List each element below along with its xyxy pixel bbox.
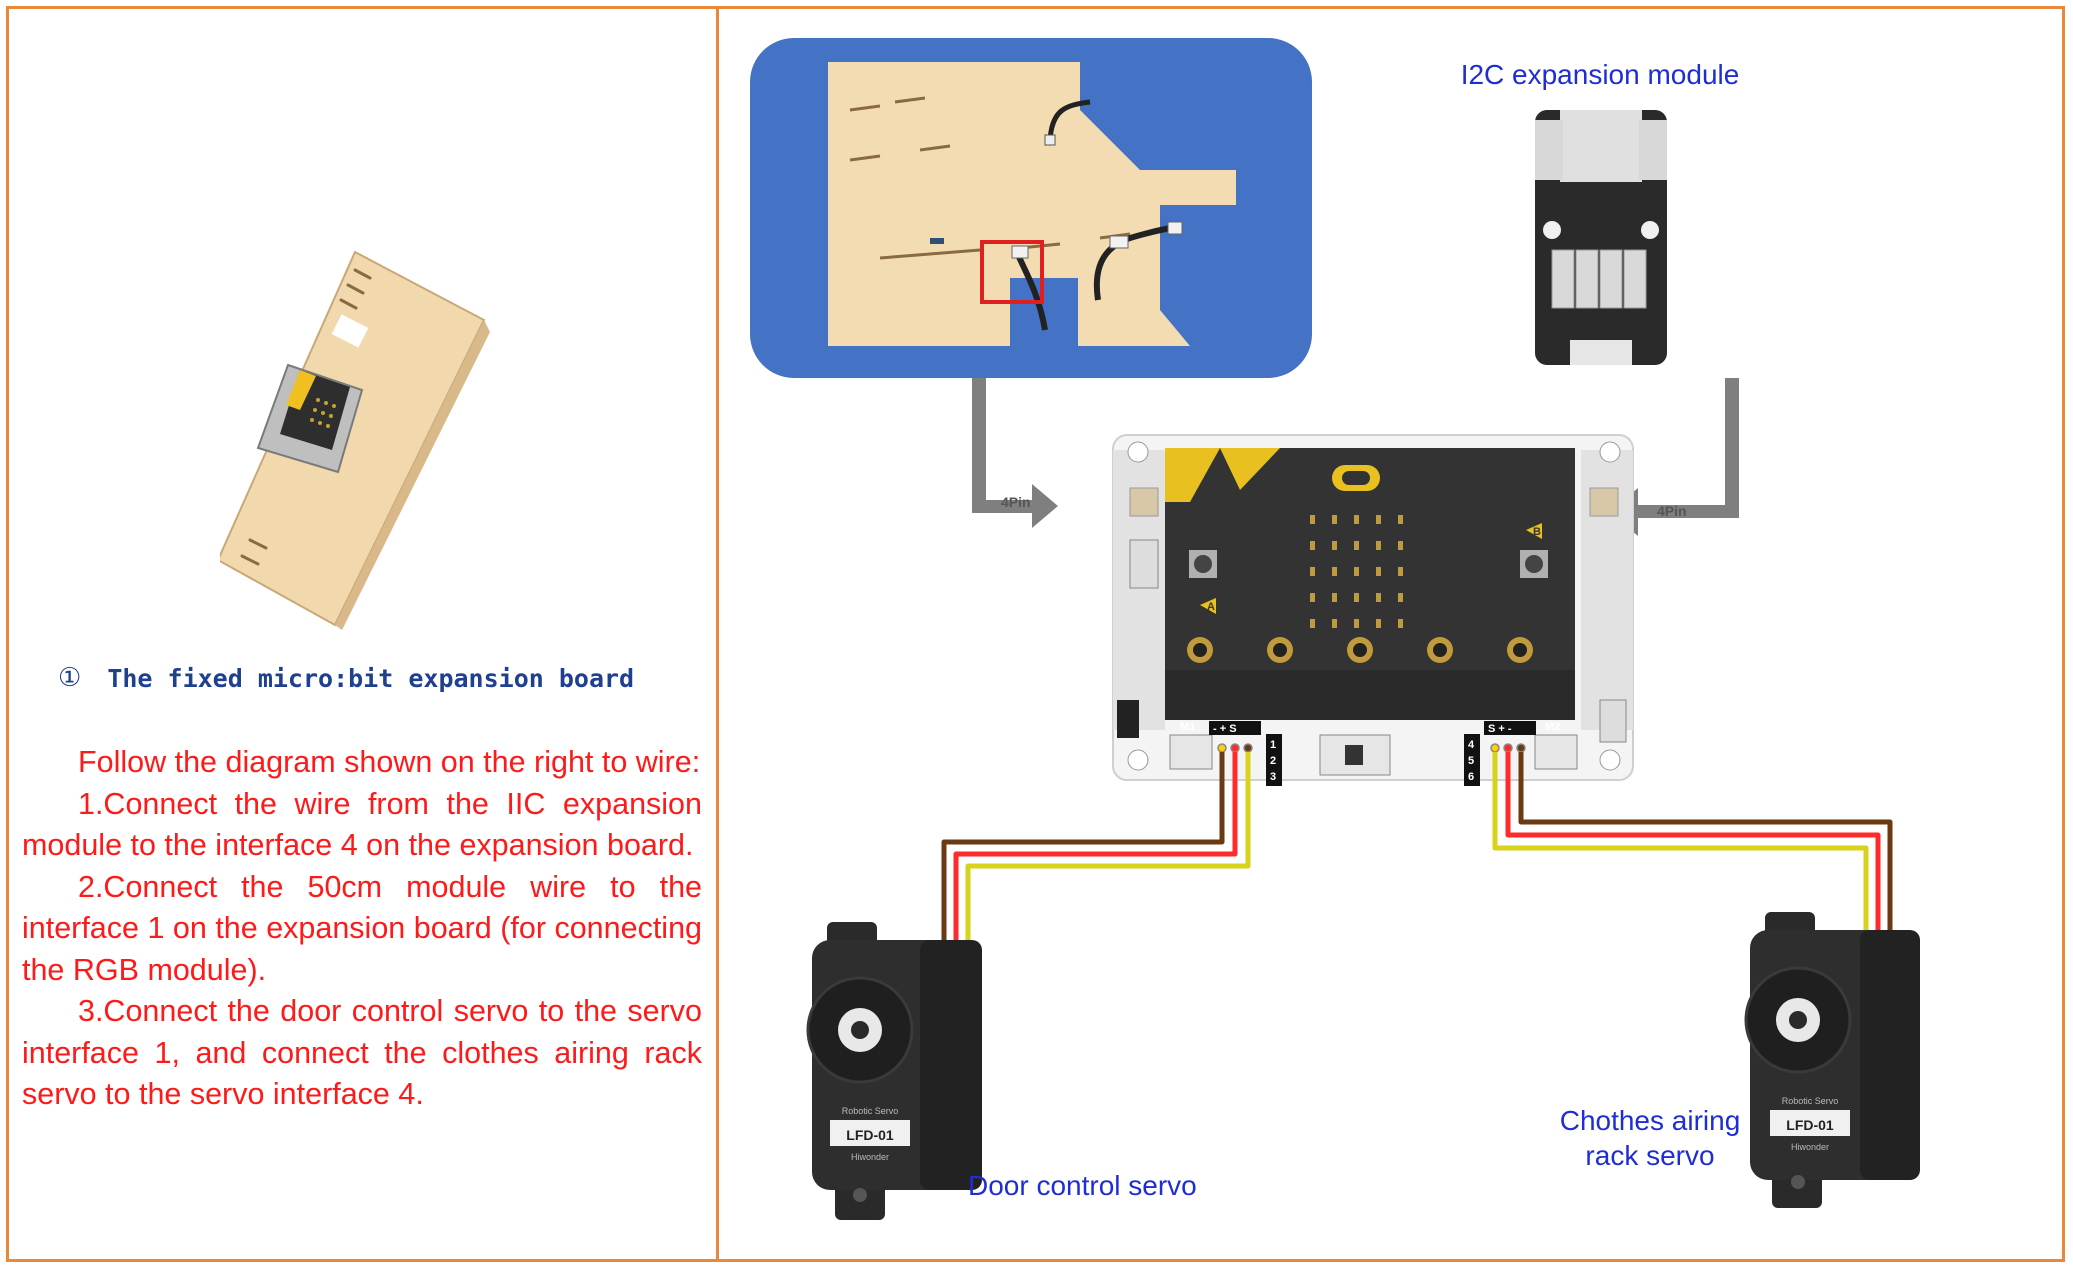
servo-brand-rack: Robotic Servo — [1782, 1096, 1839, 1106]
led-dot — [1332, 619, 1337, 628]
led-dot — [1332, 593, 1337, 602]
led-dot — [1398, 515, 1403, 524]
servo-maker-door: Hiwonder — [851, 1152, 889, 1162]
servo-model-rack: LFD-01 — [1786, 1117, 1834, 1133]
led-dot — [1310, 515, 1315, 524]
led-dot — [1354, 567, 1359, 576]
expansion-board-illustration — [220, 250, 490, 630]
led-dot — [1354, 541, 1359, 550]
led-dot — [1398, 593, 1403, 602]
led-dot — [1310, 593, 1315, 602]
pin-label-left: 4Pin — [1001, 494, 1031, 510]
led-dot — [1332, 567, 1337, 576]
led-dot — [1310, 567, 1315, 576]
door-control-servo: LFD-01 Robotic Servo Hiwonder — [806, 922, 982, 1220]
i2c-module-label: I2C expansion module — [1461, 59, 1740, 90]
servo-brand-door: Robotic Servo — [842, 1106, 899, 1116]
led-dot — [1376, 515, 1381, 524]
wiring-diagram: 4Pin 4Pin I2C expansion module — [750, 38, 1920, 1220]
port-number-1: 1 — [1270, 739, 1276, 751]
header-label-left: - + S — [1213, 723, 1237, 735]
port-number-6: 6 — [1468, 771, 1474, 783]
led-dot — [1398, 567, 1403, 576]
led-dot — [1376, 541, 1381, 550]
led-dot — [1376, 619, 1381, 628]
wires-rack-servo — [1492, 752, 1893, 930]
instruction-step-3: 3.Connect the door control servo to the … — [22, 994, 702, 1111]
pin-label-right: 4Pin — [1657, 503, 1687, 519]
i2c-expansion-module — [1535, 110, 1667, 365]
door-servo-label: Door control servo — [968, 1170, 1197, 1201]
port-number-3: 3 — [1270, 771, 1276, 783]
port-label-m2: M2 — [1545, 721, 1560, 733]
led-dot — [1354, 619, 1359, 628]
led-dot — [1376, 593, 1381, 602]
clothes-rack-servo: LFD-01 Robotic Servo Hiwonder — [1744, 912, 1920, 1208]
led-dot — [1398, 541, 1403, 550]
caption-number: ① — [58, 663, 82, 693]
arrow-left-connector — [972, 378, 1058, 528]
led-dot — [1354, 593, 1359, 602]
port-number-5: 5 — [1468, 755, 1474, 767]
led-dot — [1376, 567, 1381, 576]
rack-servo-label-line-2: rack servo — [1585, 1140, 1714, 1171]
button-b-label: B — [1533, 526, 1541, 538]
led-dot — [1332, 541, 1337, 550]
wires-door-servo — [941, 752, 1251, 940]
header-label-right: S + - — [1488, 723, 1512, 735]
wiring-instructions: Follow the diagram shown on the right to… — [22, 742, 702, 1116]
instruction-step-2: 2.Connect the 50cm module wire to the in… — [22, 869, 702, 987]
instruction-intro: Follow the diagram shown on the right to… — [78, 745, 701, 779]
led-dot — [1332, 515, 1337, 524]
caption-title: The fixed micro:bit expansion board — [107, 663, 635, 693]
microbit-expansion-board — [1112, 434, 1634, 786]
led-dot — [1354, 515, 1359, 524]
column-divider — [716, 6, 719, 1262]
instruction-step-1: 1.Connect the wire from the IIC expansio… — [22, 786, 702, 863]
page-frame — [6, 6, 2065, 1262]
caption-row: ① The fixed micro:bit expansion board — [58, 658, 698, 698]
rack-servo-label-line-1: Chothes airing — [1560, 1105, 1741, 1136]
led-dot — [1398, 619, 1403, 628]
servo-maker-rack: Hiwonder — [1791, 1142, 1829, 1152]
port-number-2: 2 — [1270, 755, 1276, 767]
port-label-m1: M1 — [1180, 721, 1195, 733]
led-dot — [1310, 619, 1315, 628]
button-a-label: A — [1207, 601, 1215, 613]
callout-zoom-panel — [750, 38, 1312, 378]
led-dot — [1310, 541, 1315, 550]
servo-model-door: LFD-01 — [846, 1127, 894, 1143]
port-number-4: 4 — [1468, 739, 1475, 751]
